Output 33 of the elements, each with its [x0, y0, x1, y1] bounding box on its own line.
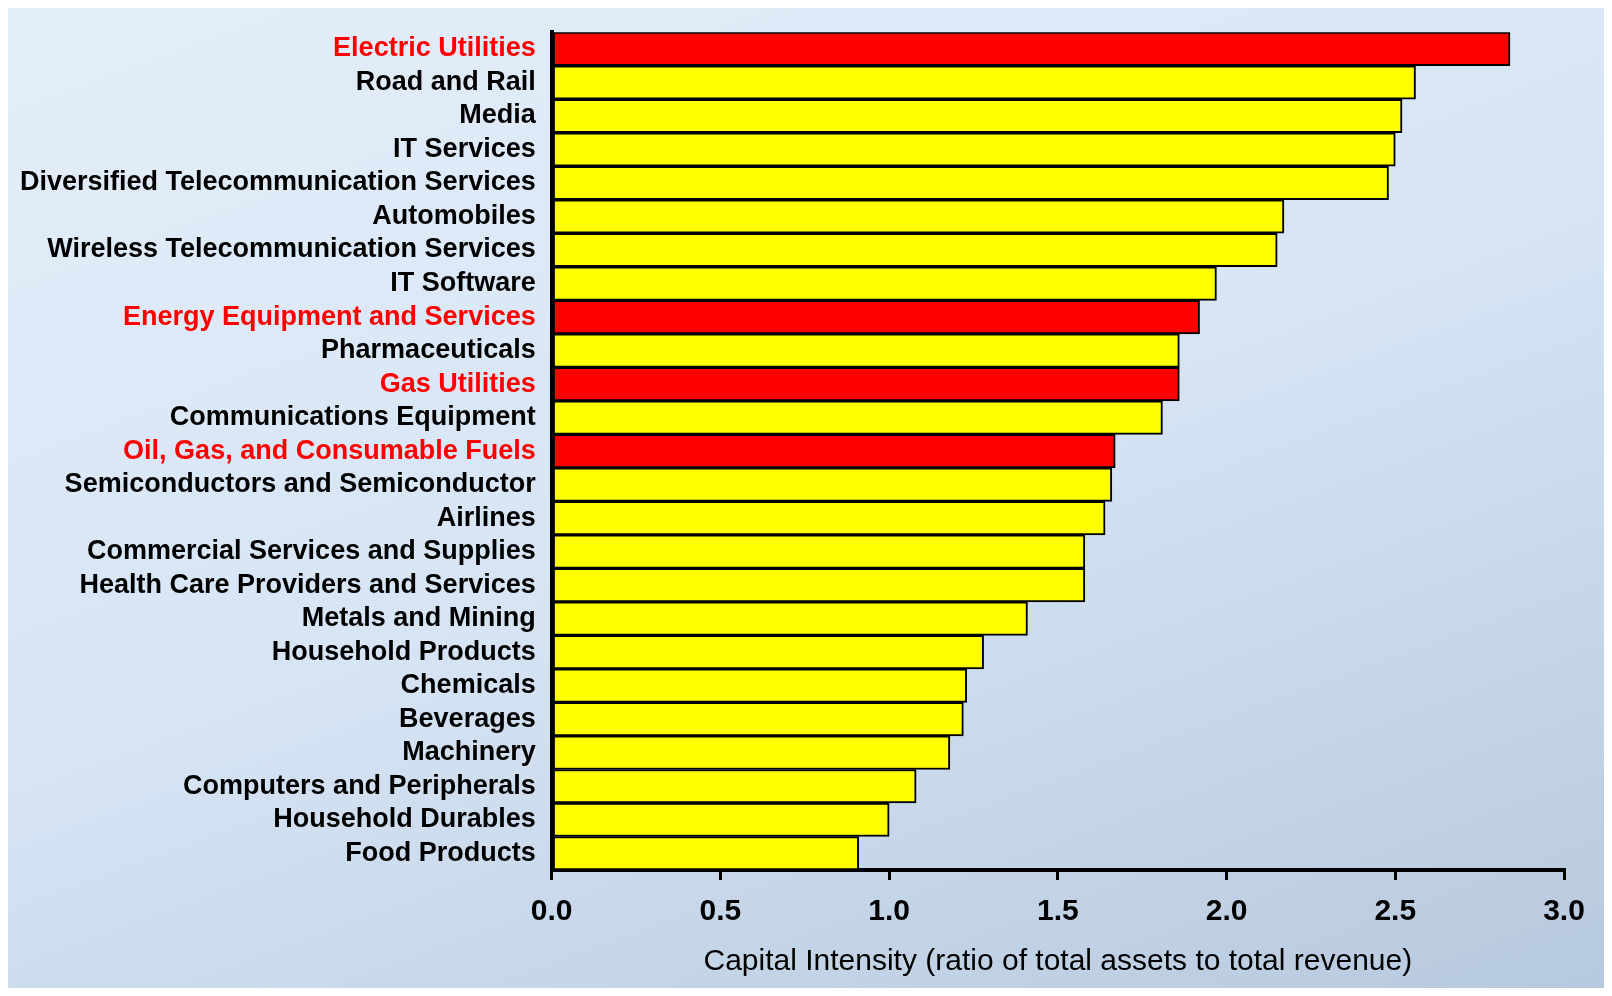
- x-tick-label: 0.5: [699, 893, 742, 927]
- y-tick-label: IT Services: [393, 132, 536, 163]
- y-tick-label: Wireless Telecommunication Services: [47, 233, 536, 264]
- y-tick-label: Health Care Providers and Services: [79, 568, 536, 599]
- y-tick-label: Food Products: [345, 836, 536, 867]
- y-tick-label: Metals and Mining: [301, 602, 536, 633]
- x-axis-title: Capital Intensity (ratio of total assets to total revenue): [703, 943, 1413, 977]
- x-tick-label: 2.5: [1374, 893, 1417, 927]
- x-tick-label: 1.5: [1036, 893, 1079, 927]
- x-tick-label: 0.0: [530, 893, 573, 927]
- y-tick-label: Oil, Gas, and Consumable Fuels: [123, 434, 536, 465]
- x-tick-label: 2.0: [1205, 893, 1248, 927]
- y-tick-label: Household Products: [271, 635, 536, 666]
- y-tick-label: Commercial Services and Supplies: [87, 535, 536, 566]
- y-tick-label: Pharmaceuticals: [321, 334, 536, 365]
- x-tick-label: 1.0: [868, 893, 910, 927]
- y-tick-label: Household Durables: [273, 803, 536, 834]
- x-tick-label: 3.0: [1543, 893, 1585, 927]
- y-tick-label: Semiconductors and Semiconductor: [64, 468, 537, 499]
- y-tick-label: Beverages: [399, 702, 536, 733]
- y-tick-label: Diversified Telecommunication Services: [20, 166, 536, 197]
- y-tick-label: Chemicals: [400, 669, 536, 700]
- y-tick-label: Gas Utilities: [379, 367, 536, 398]
- y-tick-label: Electric Utilities: [333, 32, 536, 63]
- y-tick-label: Road and Rail: [355, 65, 536, 96]
- y-tick-label: Energy Equipment and Services: [123, 300, 536, 331]
- y-tick-label: Machinery: [402, 736, 536, 767]
- y-tick-label: Computers and Peripherals: [183, 769, 536, 800]
- y-tick-label: Media: [459, 99, 537, 130]
- y-tick-label: Automobiles: [372, 199, 536, 230]
- y-tick-label: Communications Equipment: [169, 401, 536, 432]
- y-tick-label: Airlines: [436, 501, 536, 532]
- y-tick-label: IT Software: [390, 266, 536, 297]
